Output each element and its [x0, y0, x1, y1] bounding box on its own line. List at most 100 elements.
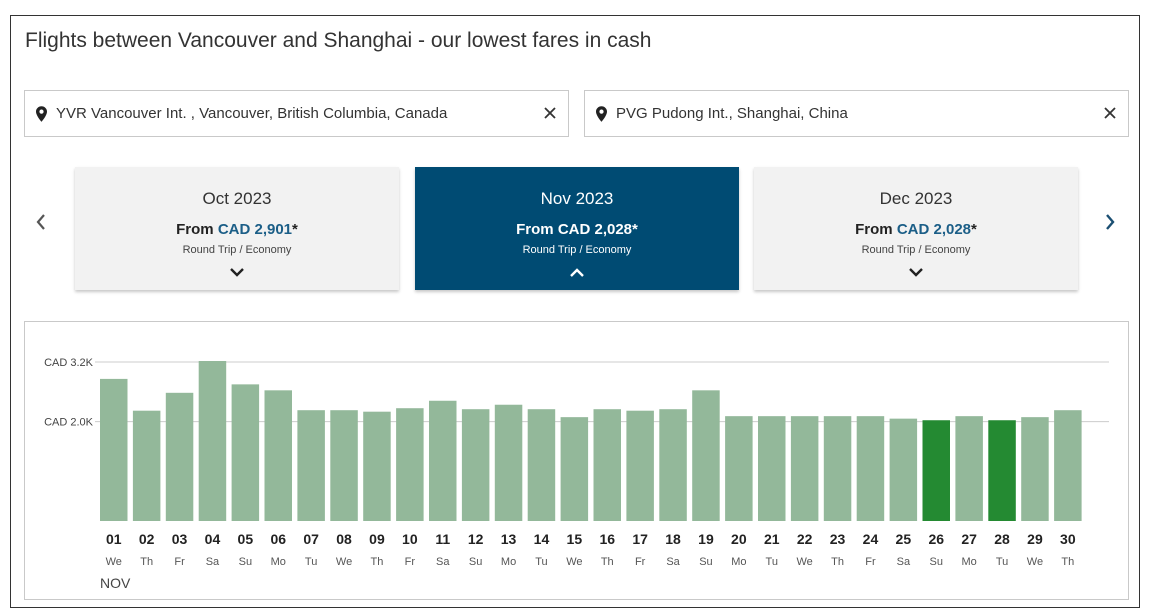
- weekday-label: Mo: [731, 556, 746, 568]
- fare-bar[interactable]: [461, 409, 490, 521]
- month-price: CAD 2,028: [557, 221, 633, 238]
- destination-value[interactable]: PVG Pudong Int., Shanghai, China: [616, 105, 848, 122]
- weekday-label: Fr: [405, 556, 416, 568]
- month-card-dec[interactable]: Dec 2023 From CAD 2,028* Round Trip / Ec…: [754, 167, 1078, 290]
- weekday-label: Th: [831, 556, 844, 568]
- fare-bar[interactable]: [231, 384, 260, 521]
- day-label: 23: [830, 531, 846, 547]
- fare-bar[interactable]: [1054, 410, 1082, 521]
- weekday-label: Fr: [635, 556, 646, 568]
- map-pin-icon: [36, 105, 47, 122]
- day-label: 11: [435, 531, 450, 547]
- from-label: From: [855, 221, 897, 238]
- fare-bar[interactable]: [1021, 417, 1049, 521]
- chevron-right-icon: [1106, 214, 1115, 230]
- month-name: Dec 2023: [879, 189, 953, 208]
- fare-bar[interactable]: [264, 390, 293, 521]
- weekday-label: Su: [699, 556, 712, 568]
- next-month-button[interactable]: [1101, 209, 1119, 235]
- month-price: CAD 2,901: [217, 221, 293, 238]
- weekday-label: Tu: [766, 556, 778, 568]
- month-card-oct[interactable]: Oct 2023 From CAD 2,901* Round Trip / Ec…: [75, 167, 399, 290]
- day-label: 27: [961, 531, 977, 547]
- month-price-line: From CAD 2,028*: [754, 221, 1078, 238]
- weekday-label: Th: [1061, 556, 1074, 568]
- day-label: 13: [501, 531, 517, 547]
- fare-bar[interactable]: [100, 378, 128, 521]
- fare-bar[interactable]: [823, 416, 852, 521]
- day-label: 28: [994, 531, 1010, 547]
- y-tick-label: CAD 2.0K: [44, 417, 94, 429]
- fare-bar[interactable]: [396, 408, 424, 521]
- prev-month-button[interactable]: [32, 209, 50, 235]
- origin-clear-button[interactable]: [532, 103, 568, 125]
- fare-bar[interactable]: [626, 410, 654, 521]
- weekday-label: Mo: [271, 556, 286, 568]
- fare-widget: Flights between Vancouver and Shanghai -…: [10, 15, 1140, 608]
- fare-bar[interactable]: [790, 416, 819, 521]
- month-name: Oct 2023: [202, 189, 272, 208]
- from-label: From: [176, 221, 218, 238]
- fare-bar[interactable]: [297, 410, 325, 521]
- fare-bar[interactable]: [330, 410, 358, 521]
- fare-bar[interactable]: [659, 409, 687, 521]
- weekday-label: Fr: [865, 556, 876, 568]
- fare-bar[interactable]: [955, 416, 983, 521]
- day-label: 15: [567, 531, 583, 547]
- day-label: 10: [402, 531, 418, 547]
- day-label: 21: [764, 531, 780, 547]
- weekday-label: Th: [601, 556, 614, 568]
- day-label: 14: [534, 531, 550, 547]
- month-card-nov[interactable]: Nov 2023 From CAD 2,028* Round Trip / Ec…: [415, 167, 739, 290]
- fare-bar[interactable]: [132, 410, 161, 521]
- origin-value[interactable]: YVR Vancouver Int. , Vancouver, British …: [56, 105, 448, 122]
- fare-bar[interactable]: [593, 409, 622, 521]
- weekday-label: Tu: [305, 556, 317, 568]
- fare-bar[interactable]: [494, 404, 523, 521]
- price-asterisk: *: [971, 221, 977, 238]
- day-label: 25: [896, 531, 912, 547]
- day-label: 09: [369, 531, 385, 547]
- day-label: 17: [632, 531, 648, 547]
- trip-type: Round Trip / Economy: [861, 244, 971, 256]
- page-title: Flights between Vancouver and Shanghai -…: [25, 29, 652, 52]
- day-label: 26: [928, 531, 944, 547]
- day-label: 19: [698, 531, 714, 547]
- fare-bar[interactable]: [758, 416, 786, 521]
- fare-bar[interactable]: [165, 392, 194, 521]
- fare-bar[interactable]: [889, 418, 918, 521]
- fare-bar[interactable]: [856, 416, 885, 521]
- map-pin-icon: [596, 105, 607, 122]
- trip-type: Round Trip / Economy: [182, 244, 292, 256]
- fare-bar[interactable]: [527, 409, 556, 521]
- day-label: 06: [270, 531, 286, 547]
- month-price-line: From CAD 2,901*: [75, 221, 399, 238]
- day-label: 29: [1027, 531, 1043, 547]
- day-label: 05: [238, 531, 254, 547]
- fare-bar[interactable]: [198, 361, 227, 521]
- price-asterisk: *: [292, 221, 298, 238]
- day-label: 07: [303, 531, 319, 547]
- day-label: 20: [731, 531, 747, 547]
- daily-fare-chart: CAD 3.2K CAD 2.0K 01 We 02 Th 03 Fr 04 Sa 05 Su 06 Mo…: [24, 321, 1129, 600]
- month-name: Nov 2023: [540, 189, 614, 208]
- month-price: CAD 2,028: [896, 221, 972, 238]
- fare-bar[interactable]: [560, 417, 589, 521]
- weekday-label: Sa: [897, 556, 911, 568]
- fare-bar[interactable]: [725, 416, 753, 521]
- fare-bar[interactable]: [429, 400, 457, 521]
- price-asterisk: *: [632, 221, 638, 238]
- destination-clear-button[interactable]: [1092, 103, 1128, 125]
- month-axis-label: NOV: [100, 575, 131, 591]
- fare-bar[interactable]: [692, 390, 720, 521]
- fare-bar[interactable]: [363, 411, 391, 521]
- origin-field[interactable]: YVR Vancouver Int. , Vancouver, British …: [24, 90, 569, 137]
- weekday-label: Tu: [535, 556, 547, 568]
- weekday-label: Mo: [962, 556, 977, 568]
- fare-bar[interactable]: [922, 420, 951, 521]
- weekday-label: Mo: [501, 556, 516, 568]
- day-label: 18: [665, 531, 681, 547]
- fare-bar[interactable]: [988, 420, 1016, 521]
- trip-type: Round Trip / Economy: [522, 244, 632, 256]
- destination-field[interactable]: PVG Pudong Int., Shanghai, China: [584, 90, 1129, 137]
